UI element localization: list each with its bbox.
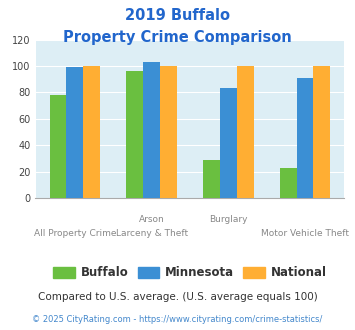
- Text: Motor Vehicle Theft: Motor Vehicle Theft: [261, 229, 349, 238]
- Bar: [237, 66, 253, 198]
- Text: Burglary: Burglary: [209, 215, 247, 224]
- Legend: Buffalo, Minnesota, National: Buffalo, Minnesota, National: [49, 261, 331, 284]
- Bar: [66, 67, 83, 198]
- Bar: [126, 71, 143, 198]
- Text: All Property Crime: All Property Crime: [34, 229, 116, 238]
- Text: Compared to U.S. average. (U.S. average equals 100): Compared to U.S. average. (U.S. average …: [38, 292, 317, 302]
- Bar: [160, 66, 177, 198]
- Text: Arson: Arson: [139, 215, 164, 224]
- Bar: [220, 88, 237, 198]
- Bar: [143, 62, 160, 198]
- Bar: [313, 66, 330, 198]
- Text: Property Crime Comparison: Property Crime Comparison: [63, 30, 292, 45]
- Text: © 2025 CityRating.com - https://www.cityrating.com/crime-statistics/: © 2025 CityRating.com - https://www.city…: [32, 315, 323, 324]
- Text: Larceny & Theft: Larceny & Theft: [115, 229, 188, 238]
- Text: 2019 Buffalo: 2019 Buffalo: [125, 8, 230, 23]
- Bar: [280, 168, 296, 198]
- Bar: [50, 95, 66, 198]
- Bar: [296, 78, 313, 198]
- Bar: [203, 160, 220, 198]
- Bar: [83, 66, 100, 198]
